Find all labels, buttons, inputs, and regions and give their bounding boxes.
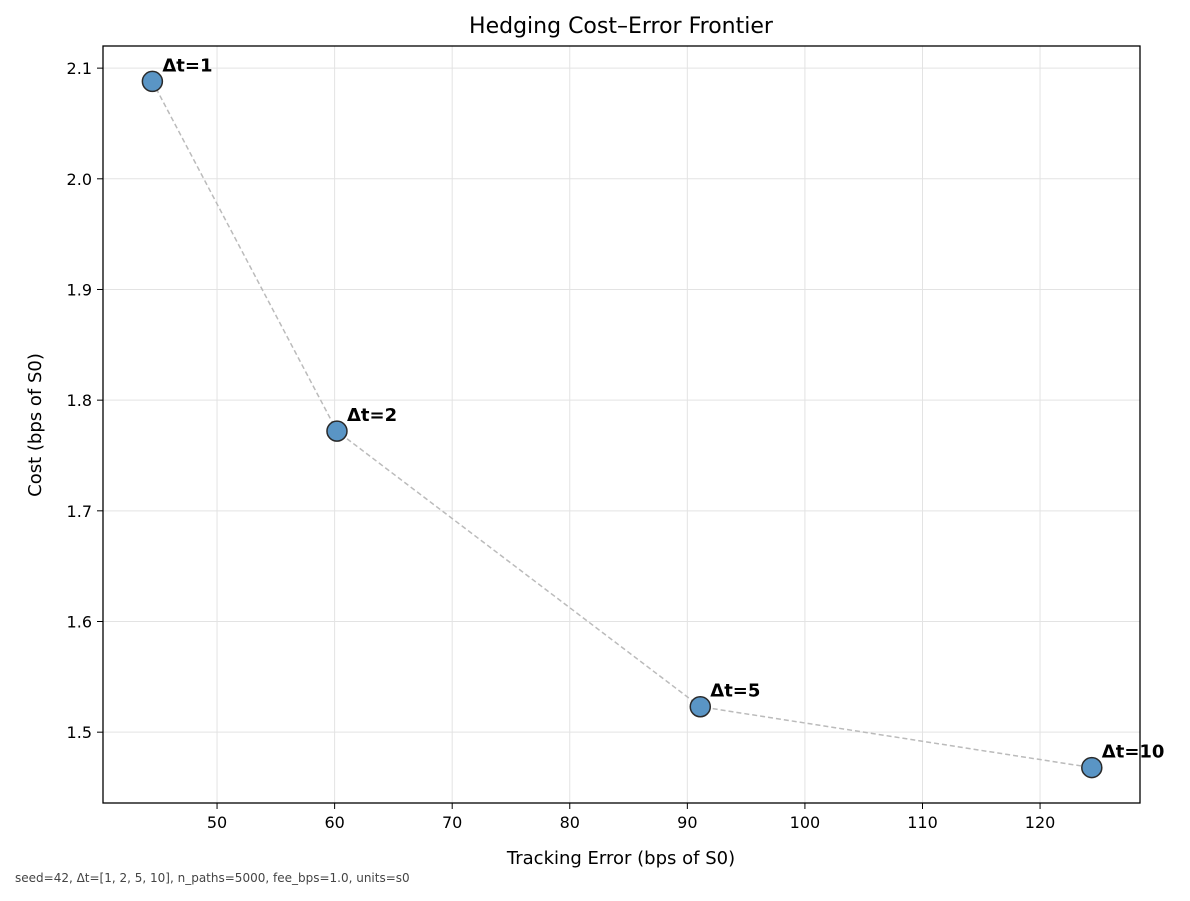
plot-frame: [102, 45, 1141, 804]
x-tick-label: 70: [442, 813, 462, 832]
x-tick-label: 50: [207, 813, 227, 832]
y-tick-label: 1.7: [67, 502, 92, 521]
chart-title: Hedging Cost–Error Frontier: [469, 14, 774, 39]
x-axis-ticks: 50 60 70 80 90 100 110 120: [207, 803, 1055, 832]
y-axis-label: Cost (bps of S0): [25, 353, 46, 497]
y-tick-label: 1.8: [67, 391, 92, 410]
y-tick-label: 2.1: [67, 59, 92, 78]
data-point: [141, 70, 164, 93]
point-label: Δt=10: [1102, 742, 1165, 763]
x-axis-label: Tracking Error (bps of S0): [506, 848, 735, 869]
x-tick-label: 90: [677, 813, 697, 832]
x-tick-label: 60: [324, 813, 344, 832]
y-tick-label: 2.0: [67, 170, 92, 189]
run-parameters-footnote: seed=42, Δt=[1, 2, 5, 10], n_paths=5000,…: [15, 871, 410, 885]
frontier-line: [151, 81, 1092, 769]
x-tick-label: 100: [790, 813, 821, 832]
frontier-series: Δt=1 Δt=2 Δt=5 Δt=10: [141, 55, 1165, 779]
data-point: [1081, 756, 1103, 779]
data-point: [326, 420, 348, 442]
y-tick-label: 1.9: [67, 280, 92, 299]
y-tick-label: 1.5: [67, 723, 92, 742]
x-tick-label: 80: [560, 813, 580, 832]
y-tick-label: 1.6: [67, 612, 92, 631]
x-tick-label: 120: [1025, 813, 1056, 832]
grid-lines: [103, 46, 1140, 803]
y-axis-ticks: 1.5 1.6 1.7 1.8 1.9 2.0 2.1: [67, 59, 103, 742]
data-point: [689, 695, 712, 718]
point-label: Δt=5: [710, 681, 760, 702]
point-label: Δt=1: [162, 55, 212, 76]
point-label: Δt=2: [347, 405, 397, 426]
x-tick-label: 110: [907, 813, 938, 832]
